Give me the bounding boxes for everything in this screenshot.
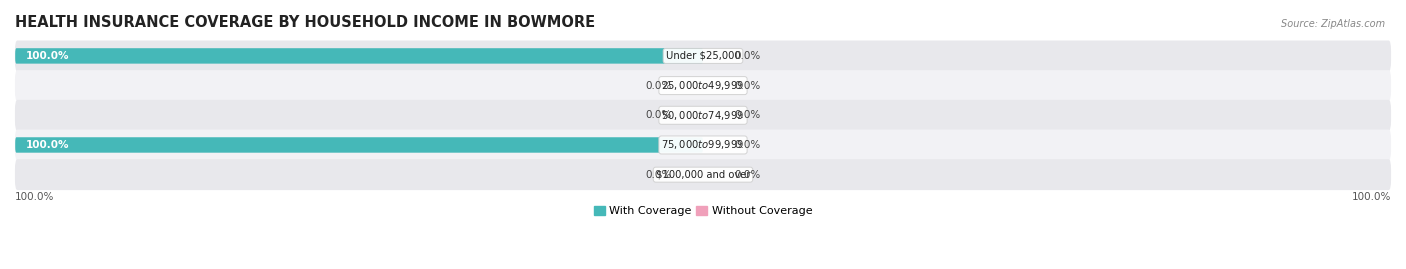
Text: Under $25,000: Under $25,000 [665,51,741,61]
Legend: With Coverage, Without Coverage: With Coverage, Without Coverage [589,202,817,221]
Text: 0.0%: 0.0% [645,81,672,91]
Text: 100.0%: 100.0% [15,192,55,202]
FancyBboxPatch shape [15,137,703,153]
Text: 100.0%: 100.0% [1351,192,1391,202]
Text: $75,000 to $99,999: $75,000 to $99,999 [661,139,745,151]
Text: $100,000 and over: $100,000 and over [655,170,751,180]
Text: Source: ZipAtlas.com: Source: ZipAtlas.com [1281,19,1385,29]
FancyBboxPatch shape [15,159,1391,190]
Text: $50,000 to $74,999: $50,000 to $74,999 [661,109,745,122]
FancyBboxPatch shape [15,100,1391,131]
Text: 0.0%: 0.0% [645,110,672,120]
Text: 0.0%: 0.0% [645,170,672,180]
Text: 0.0%: 0.0% [734,110,761,120]
FancyBboxPatch shape [15,41,1391,71]
Text: $25,000 to $49,999: $25,000 to $49,999 [661,79,745,92]
FancyBboxPatch shape [15,130,1391,160]
FancyBboxPatch shape [15,70,1391,101]
Text: 0.0%: 0.0% [734,140,761,150]
Text: 0.0%: 0.0% [734,170,761,180]
Text: 100.0%: 100.0% [25,51,69,61]
FancyBboxPatch shape [15,48,703,64]
Text: HEALTH INSURANCE COVERAGE BY HOUSEHOLD INCOME IN BOWMORE: HEALTH INSURANCE COVERAGE BY HOUSEHOLD I… [15,15,595,30]
Text: 0.0%: 0.0% [734,81,761,91]
Text: 100.0%: 100.0% [25,140,69,150]
Text: 0.0%: 0.0% [734,51,761,61]
